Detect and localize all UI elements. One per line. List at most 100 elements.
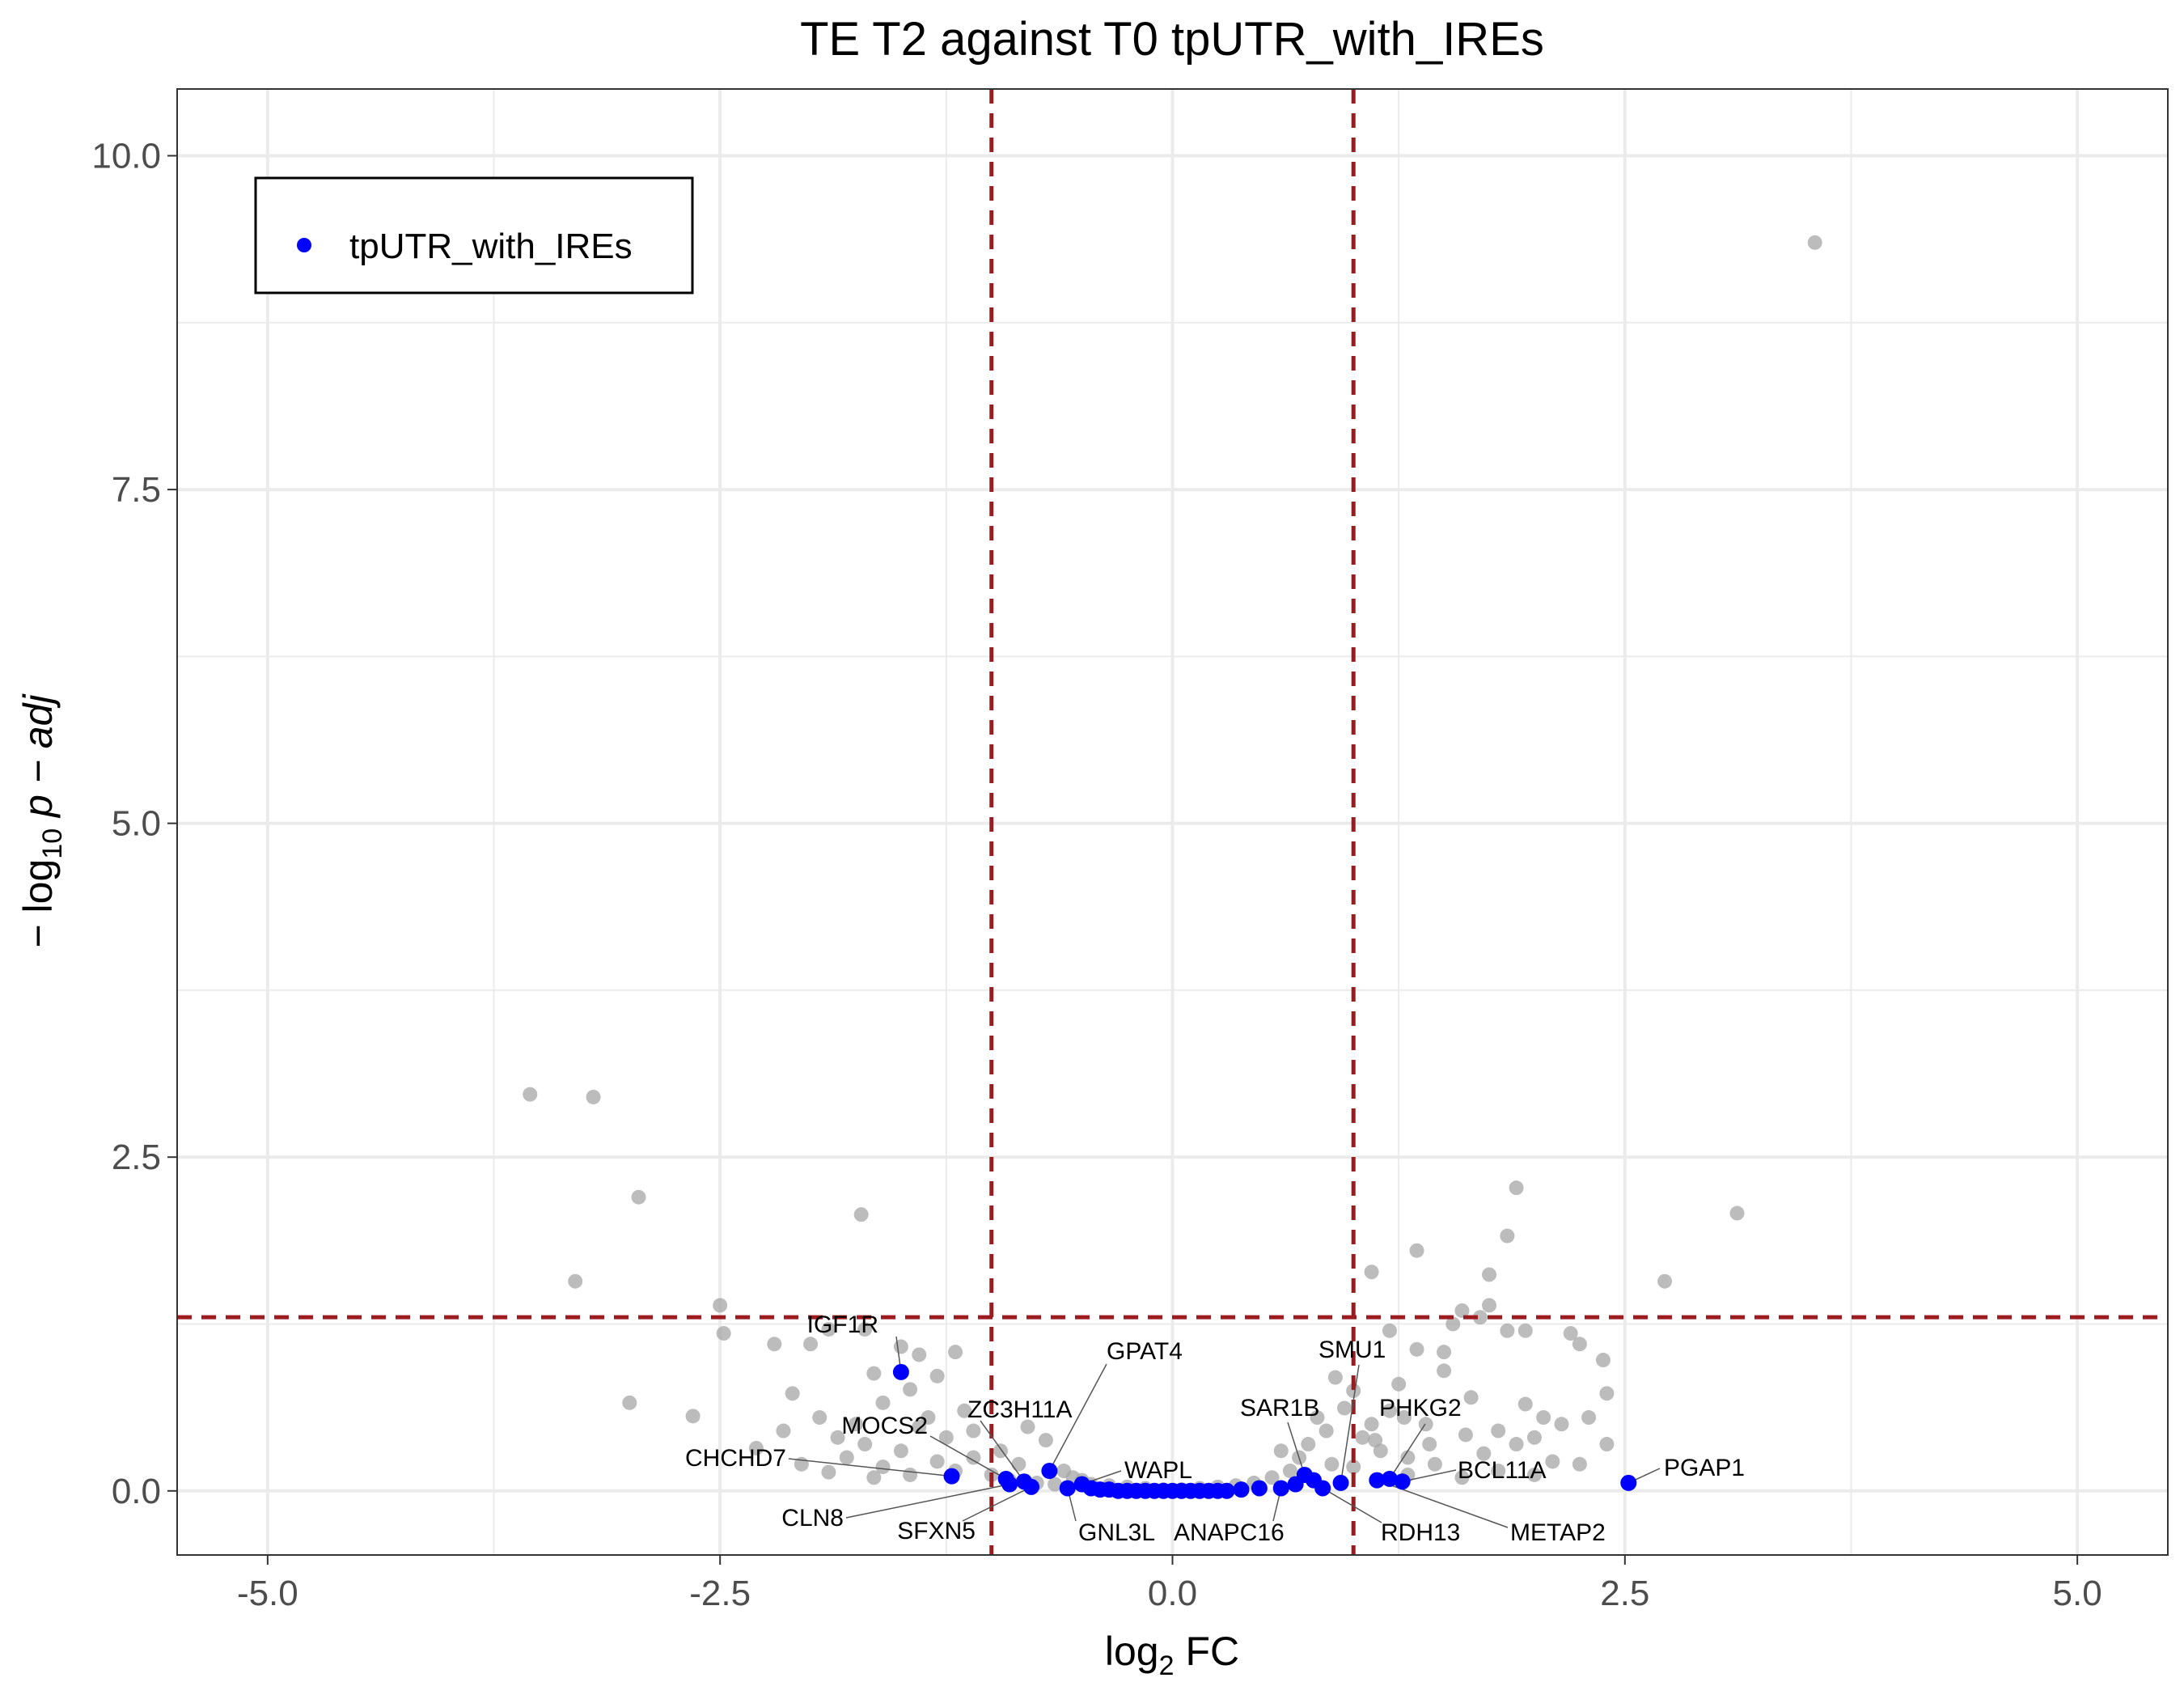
data-point: [853, 1207, 869, 1222]
highlight-point-rdh13: [1314, 1480, 1331, 1497]
data-point: [1482, 1298, 1497, 1313]
x-axis-title-suffix: FC: [1175, 1629, 1240, 1674]
data-point: [1445, 1316, 1461, 1332]
data-point: [1409, 1243, 1424, 1258]
data-point: [857, 1322, 873, 1337]
data-point: [1437, 1345, 1452, 1360]
data-point: [1657, 1273, 1673, 1289]
legend-label: tpUTR_with_IREs: [349, 227, 633, 266]
data-point: [1437, 1363, 1452, 1379]
legend: tpUTR_with_IREs: [254, 176, 694, 294]
y-axis-title-sub: 10: [37, 828, 68, 859]
gene-label-chchd7: CHCHD7: [685, 1445, 786, 1472]
data-point: [1729, 1205, 1745, 1221]
gene-label-metap2: METAP2: [1510, 1519, 1606, 1546]
data-point: [1458, 1427, 1473, 1443]
data-point: [1509, 1437, 1524, 1452]
x-tick-label: 2.5: [1600, 1574, 1649, 1613]
data-point: [1563, 1326, 1578, 1341]
data-point: [1581, 1410, 1597, 1426]
gene-label-phkg2: PHKG2: [1379, 1395, 1462, 1421]
highlight-point-phkg2: [1381, 1470, 1398, 1487]
highlight-point-igf1r: [892, 1363, 909, 1380]
data-point: [1327, 1370, 1343, 1385]
data-point: [1491, 1423, 1506, 1438]
y-tick-label: 10.0: [91, 137, 161, 176]
leader-line: [1389, 1423, 1426, 1480]
highlight-point: [1233, 1481, 1250, 1498]
data-point: [857, 1437, 873, 1452]
data-point: [1011, 1456, 1026, 1472]
data-point: [1337, 1400, 1352, 1416]
data-point: [1264, 1470, 1280, 1485]
y-axis-title-prefix: − log: [15, 859, 61, 948]
data-point: [1301, 1437, 1316, 1452]
data-point: [1526, 1467, 1542, 1482]
data-point: [830, 1430, 845, 1445]
legend-box: [254, 176, 694, 294]
data-point: [1400, 1450, 1416, 1465]
data-point: [1324, 1456, 1340, 1472]
data-point: [1595, 1353, 1610, 1368]
leader-line: [929, 1435, 1007, 1480]
gene-label-igf1r: IGF1R: [807, 1311, 878, 1338]
leader-line: [788, 1458, 952, 1477]
gene-label-gpat4: GPAT4: [1107, 1338, 1183, 1365]
data-point: [1491, 1464, 1506, 1479]
x-axis-ticks: -5.0 -2.5 0.0 2.5 5.0: [237, 1555, 2102, 1613]
data-point: [1517, 1323, 1533, 1338]
data-point: [1476, 1446, 1492, 1461]
data-point: [1454, 1470, 1470, 1485]
data-point: [875, 1395, 891, 1410]
leader-line: [1402, 1469, 1457, 1482]
data-point: [803, 1337, 819, 1352]
data-point: [716, 1326, 731, 1341]
x-axis-title-sub: 2: [1159, 1650, 1175, 1681]
data-point: [767, 1337, 782, 1352]
data-point: [1472, 1310, 1488, 1325]
leader-line: [1340, 1364, 1360, 1483]
data-point: [622, 1395, 637, 1410]
data-point: [938, 1430, 954, 1445]
data-point: [1391, 1376, 1407, 1392]
data-point: [912, 1419, 927, 1434]
x-axis-title: log2 FC: [1105, 1629, 1239, 1681]
data-point: [821, 1322, 836, 1337]
y-tick-label: 0.0: [112, 1472, 161, 1511]
data-point: [1396, 1410, 1412, 1426]
highlight-point-pgap1: [1620, 1474, 1637, 1491]
data-point: [1463, 1390, 1479, 1405]
data-point: [966, 1450, 981, 1465]
data-point: [1427, 1456, 1442, 1472]
y-tick-label: 7.5: [112, 470, 161, 510]
data-point: [1282, 1464, 1297, 1479]
data-point: [776, 1423, 791, 1438]
data-point: [1454, 1303, 1470, 1318]
grid: [177, 89, 2168, 1555]
highlight-point-smu1: [1332, 1474, 1349, 1491]
data-point: [966, 1423, 981, 1438]
data-point: [713, 1298, 728, 1313]
x-axis-title-main: log: [1105, 1629, 1159, 1674]
data-point: [1020, 1419, 1035, 1434]
data-point: [821, 1464, 836, 1480]
data-point: [748, 1440, 764, 1455]
data-point: [1509, 1180, 1524, 1196]
data-point: [1536, 1410, 1551, 1426]
data-point: [785, 1386, 800, 1401]
data-point: [1355, 1430, 1370, 1445]
data-point: [568, 1273, 583, 1289]
data-point: [921, 1410, 936, 1426]
data-point: [1599, 1437, 1615, 1452]
data-point: [1482, 1267, 1497, 1282]
data-point: [866, 1366, 882, 1381]
gene-label-bcl11a: BCL11A: [1458, 1457, 1547, 1484]
data-point: [1572, 1456, 1587, 1472]
data-point: [912, 1347, 927, 1362]
data-point: [839, 1450, 854, 1465]
leader-line: [845, 1483, 1010, 1519]
data-point: [893, 1443, 908, 1459]
data-point: [523, 1087, 538, 1102]
data-point: [1500, 1323, 1515, 1338]
